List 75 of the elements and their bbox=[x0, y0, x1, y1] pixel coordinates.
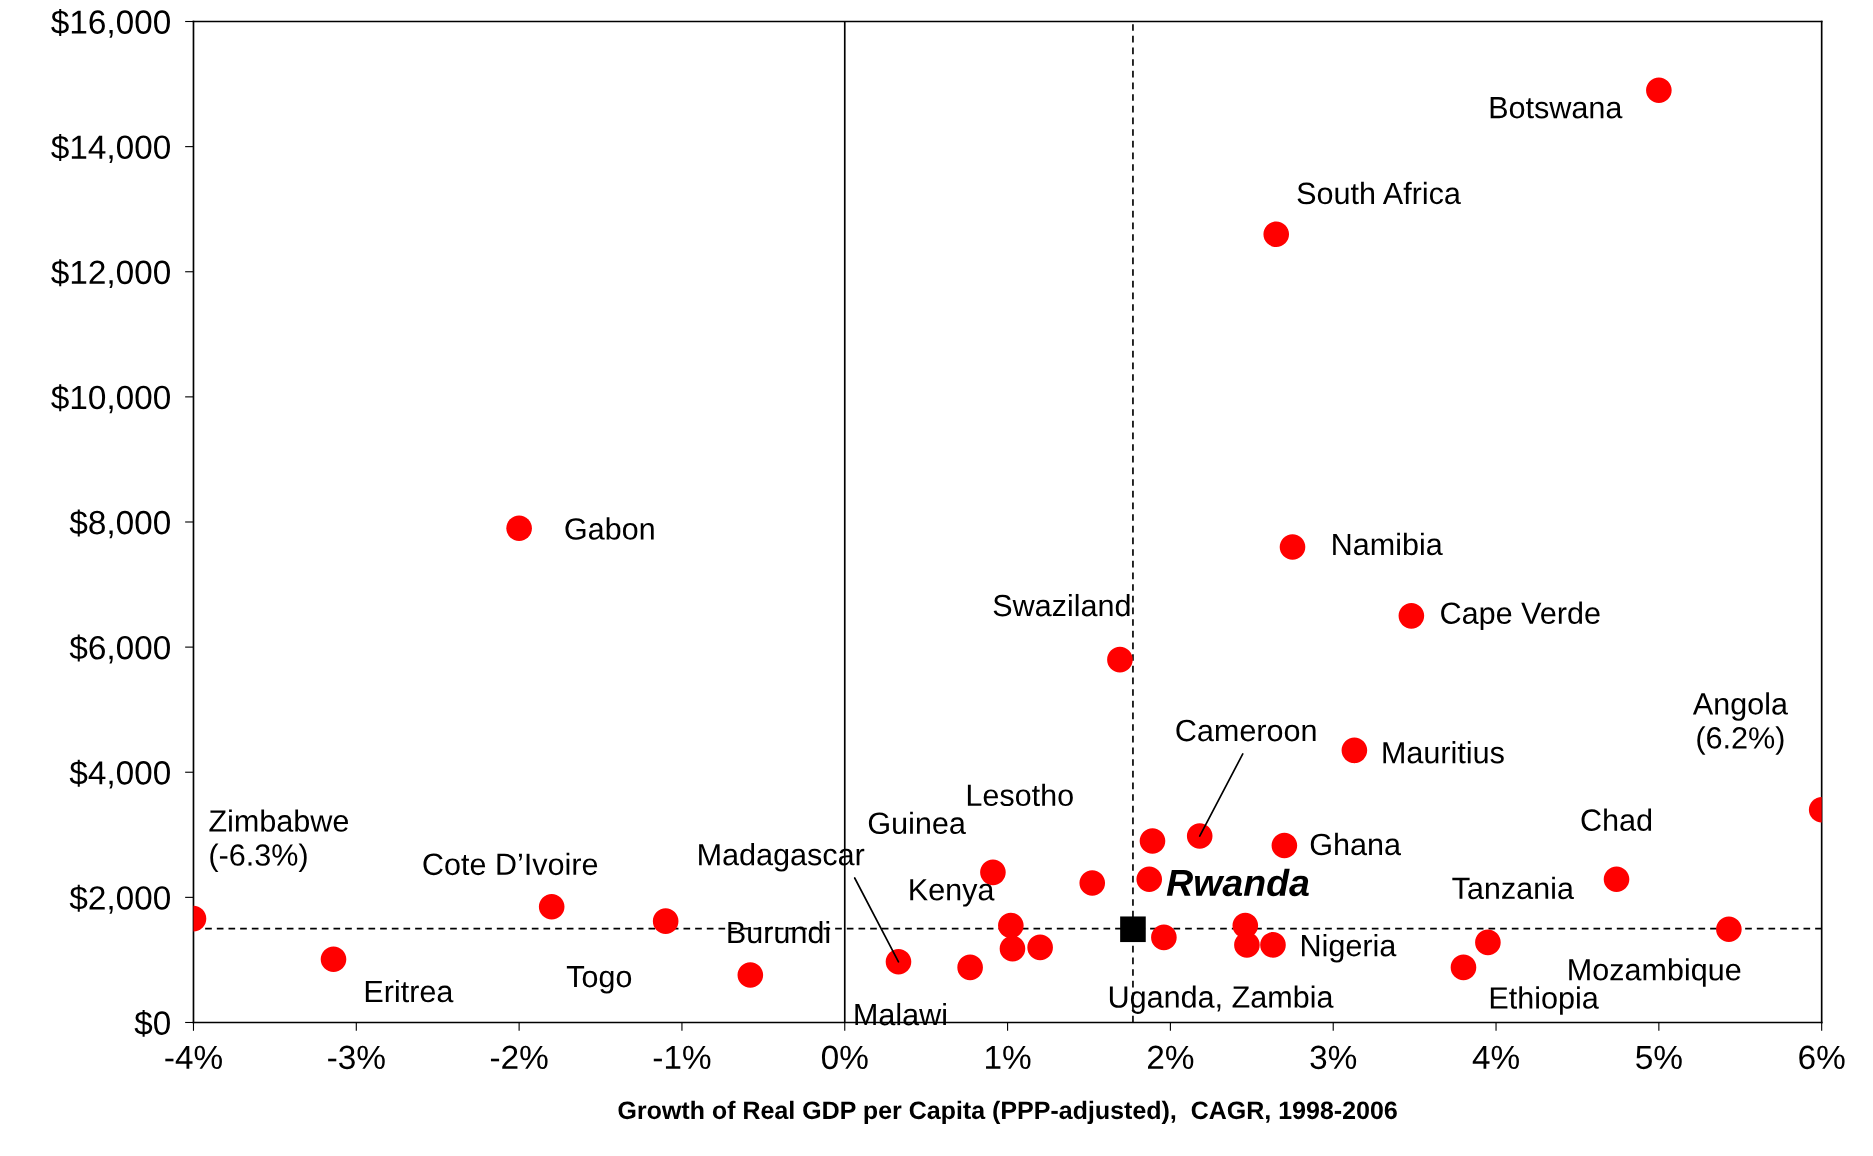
annotation: South Africa bbox=[1297, 181, 1461, 205]
point bbox=[320, 946, 347, 973]
point bbox=[737, 962, 764, 988]
x-axis-title: Growth of Real GDP per Capita (PPP-adjusted), CAGR, 1998-2006 bbox=[618, 1100, 1397, 1125]
point bbox=[999, 935, 1026, 962]
x-tick-label: 6% bbox=[1799, 1045, 1845, 1070]
x-tick-label: 1% bbox=[986, 1045, 1031, 1070]
annotation: Togo bbox=[566, 966, 632, 994]
point bbox=[1079, 870, 1106, 896]
point bbox=[1398, 603, 1425, 629]
point bbox=[1450, 954, 1477, 981]
annotation: Botswana bbox=[1490, 97, 1623, 119]
point bbox=[1136, 866, 1163, 893]
annotation: Eritrea bbox=[365, 979, 454, 1003]
y-tick-label: $12,000 bbox=[51, 259, 170, 289]
annotation: Lesotho bbox=[967, 783, 1073, 807]
point bbox=[1139, 828, 1166, 854]
annotation: Namibia bbox=[1333, 532, 1443, 556]
point bbox=[538, 893, 565, 920]
annotation: Mozambique bbox=[1569, 958, 1741, 987]
point bbox=[1716, 916, 1742, 943]
x-tick-label: 3% bbox=[1310, 1045, 1357, 1070]
annotation: Nigeria bbox=[1302, 933, 1397, 963]
point bbox=[1120, 916, 1146, 943]
point bbox=[885, 948, 912, 975]
y-tick-label: $0 bbox=[134, 1009, 170, 1037]
point bbox=[506, 515, 532, 542]
point bbox=[998, 912, 1024, 939]
point bbox=[1151, 924, 1177, 951]
y-tick-label: $16,000 bbox=[51, 8, 170, 38]
point bbox=[1279, 534, 1306, 560]
annotation: Cameroon bbox=[1176, 719, 1316, 742]
annotation: Burundi bbox=[728, 920, 830, 944]
y-tick-label: $8,000 bbox=[69, 509, 170, 539]
point bbox=[1027, 934, 1053, 961]
y-tick-label: $10,000 bbox=[51, 384, 170, 414]
annotation: Chad bbox=[1581, 808, 1652, 832]
annotation: Rwanda bbox=[1166, 868, 1309, 897]
point bbox=[1475, 929, 1501, 956]
point bbox=[652, 908, 679, 934]
annotation: Gabon bbox=[565, 517, 654, 540]
point bbox=[1263, 221, 1290, 248]
x-tick-label: 0% bbox=[821, 1045, 868, 1070]
point bbox=[1260, 932, 1286, 958]
point bbox=[1234, 932, 1260, 958]
y-tick-label: $2,000 bbox=[69, 884, 170, 914]
point bbox=[957, 954, 983, 981]
annotation: Tanzania bbox=[1452, 876, 1574, 900]
x-tick-label: 5% bbox=[1636, 1045, 1682, 1070]
annotation: Zimbabwe (-6.3%) bbox=[209, 809, 348, 872]
point bbox=[1107, 646, 1133, 673]
annotation: Cote D’Ivoire bbox=[423, 852, 598, 876]
y-tick-label: $4,000 bbox=[69, 759, 170, 789]
point bbox=[1271, 832, 1298, 859]
x-tick-label: -1% bbox=[653, 1045, 711, 1070]
x-tick-label: -4% bbox=[165, 1045, 222, 1070]
point bbox=[1603, 866, 1630, 893]
point bbox=[1646, 77, 1672, 104]
annotation: Uganda, Zambia bbox=[1109, 985, 1334, 1014]
x-tick-label: 2% bbox=[1147, 1045, 1194, 1070]
annotation: Cape Verde bbox=[1441, 601, 1600, 631]
point bbox=[1341, 737, 1368, 764]
annotation: Guinea bbox=[868, 811, 966, 835]
y-tick-label: $6,000 bbox=[69, 634, 170, 664]
annotation: Swaziland bbox=[993, 593, 1130, 617]
x-tick-label: -3% bbox=[328, 1045, 385, 1070]
y-tick-label: $14,000 bbox=[51, 134, 170, 163]
annotation: Angola (6.2%) bbox=[1692, 692, 1788, 755]
annotation: Kenya bbox=[910, 879, 995, 907]
point bbox=[1186, 823, 1213, 849]
x-tick-label: -2% bbox=[490, 1045, 548, 1070]
x-tick-label: 4% bbox=[1472, 1045, 1519, 1070]
annotation: Ethiopia bbox=[1490, 986, 1599, 1015]
annotation: Ghana bbox=[1310, 832, 1401, 856]
annotation: Mauritius bbox=[1383, 741, 1504, 764]
